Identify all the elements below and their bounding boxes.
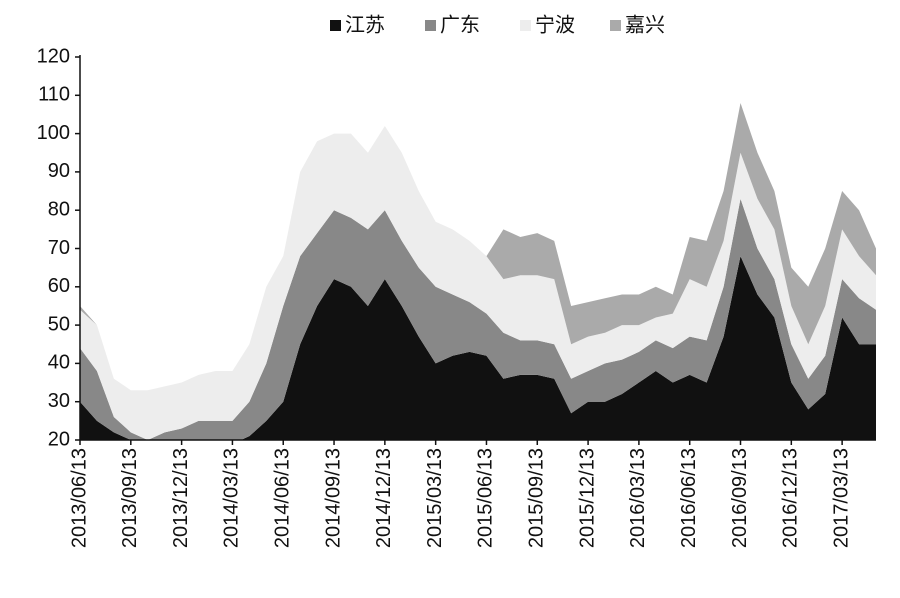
x-tick-label: 2014/03/13 [221,448,243,548]
legend-label: 宁波 [535,13,575,36]
legend-label: 广东 [440,13,480,36]
legend-swatch [610,20,621,31]
x-tick-label: 2016/12/13 [780,448,802,548]
x-tick-label: 2013/06/13 [68,448,90,548]
legend-swatch [425,20,436,31]
x-tick-label: 2014/06/13 [272,448,294,548]
area [80,256,876,440]
x-tick-label: 2015/06/13 [475,448,497,548]
y-tick-label: 60 [48,275,70,297]
y-tick-label: 110 [38,84,70,106]
area [80,102,876,391]
legend-label: 嘉兴 [625,13,665,36]
x-tick-label: 2016/09/13 [729,448,751,548]
x-tick-label: 2013/09/13 [119,448,141,548]
legend-swatch [330,20,341,31]
y-tick-label: 30 [48,390,70,412]
area [80,198,876,440]
y-tick-label: 90 [48,160,70,182]
x-tick-label: 2015/12/13 [576,448,598,548]
x-tick-label: 2016/06/13 [678,448,700,548]
y-tick-label: 40 [48,352,70,374]
y-tick-label: 20 [48,428,70,450]
x-tick-label: 2016/03/13 [627,448,649,548]
x-tick-label: 2017/03/13 [830,448,852,548]
x-tick-label: 2014/09/13 [322,448,344,548]
y-tick-label: 70 [48,237,70,259]
y-tick-label: 50 [48,313,70,335]
x-tick-label: 2015/09/13 [526,448,548,548]
y-tick-label: 80 [48,198,70,220]
legend-label: 江苏 [345,13,385,36]
y-tick-label: 100 [37,122,70,144]
area [80,125,876,440]
plot-area [80,102,876,440]
x-tick-label: 2013/12/13 [170,448,192,548]
legend-swatch [520,20,531,31]
x-tick-label: 2014/12/13 [373,448,395,548]
x-tick-label: 2015/03/13 [424,448,446,548]
y-tick-label: 120 [37,45,70,67]
